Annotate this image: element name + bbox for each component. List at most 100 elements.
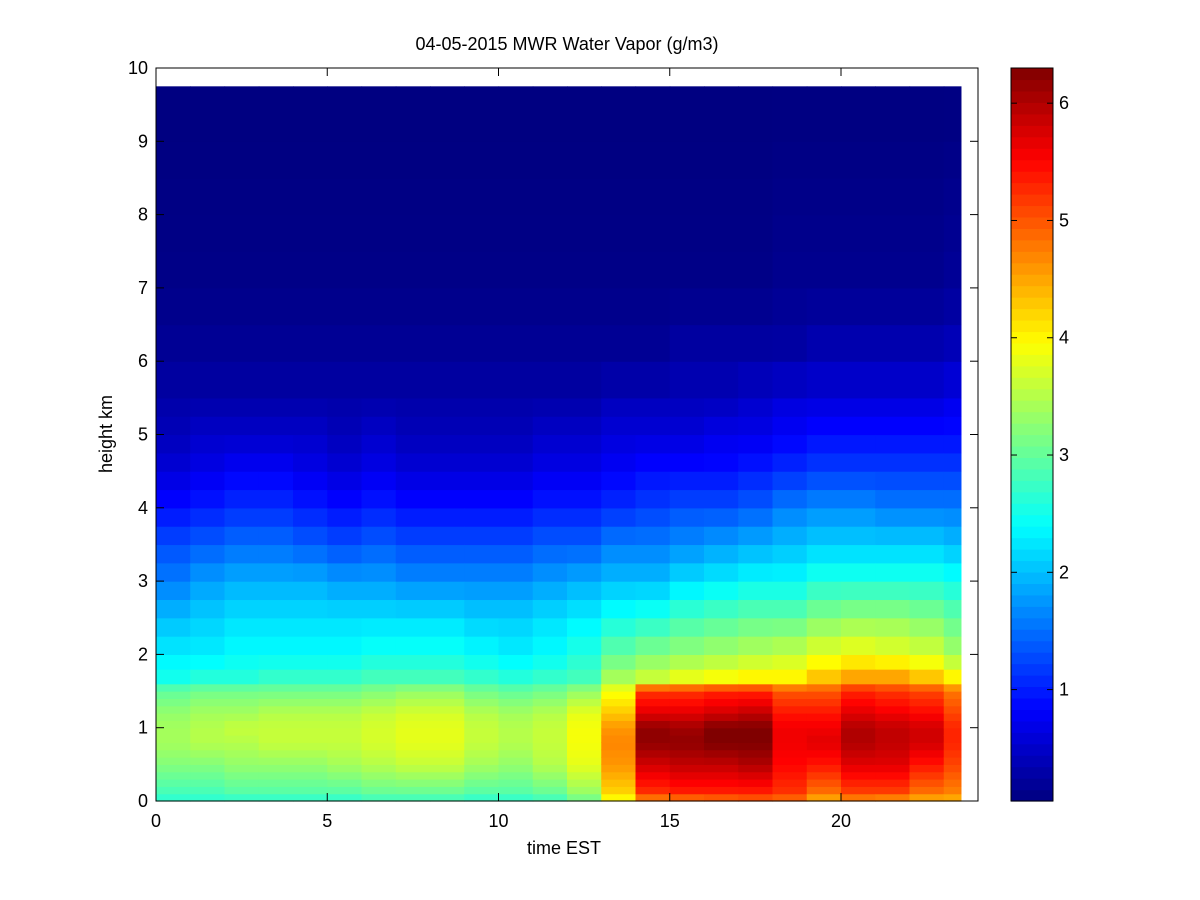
colorbar-band (1011, 445, 1053, 458)
y-tick-label: 1 (138, 718, 148, 738)
heatmap-cell (327, 705, 363, 714)
heatmap-cell (875, 141, 911, 179)
heatmap-cell (224, 324, 260, 362)
heatmap-cell (224, 599, 260, 619)
heatmap-cell (498, 771, 534, 780)
heatmap-cell (156, 786, 191, 795)
heatmap-cell (258, 86, 294, 142)
heatmap-cell (156, 757, 191, 765)
heatmap-cell (943, 562, 962, 582)
heatmap-cell (258, 544, 294, 564)
heatmap-cell (361, 727, 397, 736)
heatmap-cell (875, 705, 911, 714)
heatmap-cell (806, 544, 842, 564)
heatmap-cell (464, 489, 500, 509)
heatmap-cell (464, 416, 500, 436)
heatmap-cell (190, 287, 226, 326)
heatmap-cell (635, 507, 671, 527)
heatmap-cell (943, 471, 962, 491)
heatmap-cell (875, 526, 911, 546)
heatmap-cell (361, 214, 397, 252)
heatmap-cell (532, 764, 568, 773)
y-tick-label: 7 (138, 278, 148, 298)
heatmap-cell (156, 471, 191, 491)
heatmap-cell (704, 742, 739, 751)
heatmap-cell (361, 177, 397, 216)
heatmap-cell (567, 452, 602, 472)
heatmap-cell (738, 764, 774, 773)
heatmap-cell (943, 683, 962, 692)
heatmap-cell (498, 636, 534, 655)
heatmap-cell (635, 793, 671, 802)
heatmap-cell (772, 636, 808, 655)
heatmap-cell (430, 86, 465, 142)
heatmap-cell (772, 287, 808, 326)
heatmap-cell (601, 764, 637, 773)
heatmap-cell (704, 507, 739, 527)
heatmap-cell (943, 397, 962, 417)
heatmap-cell (806, 691, 842, 699)
heatmap-cell (327, 691, 363, 699)
heatmap-cell (875, 720, 911, 729)
heatmap-cell (258, 141, 294, 179)
heatmap-cell (464, 141, 500, 179)
heatmap-cell (772, 683, 808, 692)
heatmap-cell (669, 683, 705, 692)
heatmap-cell (841, 669, 876, 685)
heatmap-cell (635, 771, 671, 780)
heatmap-cell (430, 764, 465, 773)
heatmap-cell (361, 636, 397, 655)
colorbar-band (1011, 239, 1053, 252)
heatmap-cell (841, 177, 876, 216)
heatmap-cell (841, 141, 876, 179)
heatmap-cell (704, 786, 739, 795)
heatmap-cell (532, 214, 568, 252)
heatmap-cell (327, 416, 363, 436)
heatmap-cell (943, 177, 962, 216)
colorbar-band (1011, 262, 1053, 275)
y-tick-label: 5 (138, 425, 148, 445)
heatmap-cell (909, 287, 945, 326)
heatmap-cell (258, 397, 294, 417)
heatmap-cell (498, 749, 534, 758)
colorbar-band (1011, 297, 1053, 310)
heatmap-cell (190, 141, 226, 179)
heatmap-cell (327, 636, 363, 655)
heatmap-cell (361, 452, 397, 472)
heatmap-cell (430, 177, 465, 216)
heatmap-cell (156, 324, 191, 362)
heatmap-cell (430, 251, 465, 289)
heatmap-cell (943, 617, 962, 637)
heatmap-cell (327, 287, 363, 326)
heatmap-cell (464, 713, 500, 721)
heatmap-cell (224, 749, 260, 758)
heatmap-cell (738, 727, 774, 736)
heatmap-cell (875, 416, 911, 436)
heatmap-cell (567, 669, 602, 685)
heatmap-cell (669, 749, 705, 758)
heatmap-cell (738, 86, 774, 142)
heatmap-cell (909, 86, 945, 142)
heatmap-cell (532, 749, 568, 758)
heatmap-cell (532, 141, 568, 179)
heatmap-cell (669, 507, 705, 527)
heatmap-cell (875, 698, 911, 707)
colorbar-band (1011, 216, 1053, 229)
heatmap-cell (738, 544, 774, 564)
heatmap-cell (395, 735, 431, 743)
heatmap-cell (635, 361, 671, 399)
heatmap-cell (258, 793, 294, 802)
heatmap-cell (704, 599, 739, 619)
heatmap-cell (430, 324, 465, 362)
heatmap-cell (190, 683, 226, 692)
heatmap-cell (156, 452, 191, 472)
heatmap-cell (156, 251, 191, 289)
heatmap-cell (498, 287, 534, 326)
heatmap-cell (943, 779, 962, 787)
heatmap-cell (224, 735, 260, 743)
heatmap-cell (532, 779, 568, 787)
heatmap-cell (190, 705, 226, 714)
heatmap-cell (190, 727, 226, 736)
heatmap-cell (841, 86, 876, 142)
heatmap-cell (395, 177, 431, 216)
